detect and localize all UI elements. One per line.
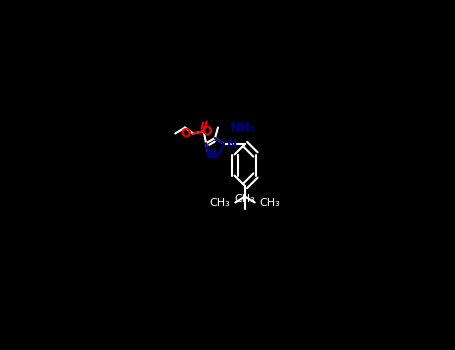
Text: NH₂: NH₂ [230, 121, 256, 134]
Text: CH₃: CH₃ [235, 194, 255, 203]
Text: N: N [206, 147, 216, 160]
Text: N: N [227, 138, 237, 150]
Text: O: O [180, 127, 191, 140]
Text: CH₃: CH₃ [210, 197, 231, 208]
Text: CH₃: CH₃ [259, 197, 280, 208]
Text: O: O [202, 125, 212, 138]
